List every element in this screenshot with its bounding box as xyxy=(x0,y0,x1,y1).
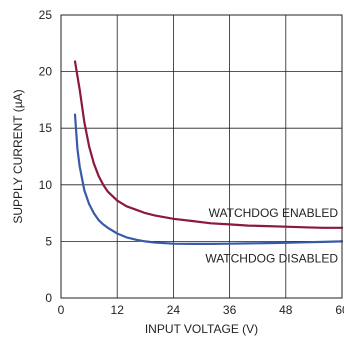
series-line-watchdog-disabled xyxy=(73,113,344,245)
y-tick-label-2: 10 xyxy=(39,178,53,192)
x-tick-label-4: 48 xyxy=(279,303,293,317)
series-line-watchdog-enabled xyxy=(73,60,344,229)
x-tick-labels: 0 12 24 36 48 60 xyxy=(58,303,344,317)
x-tick-label-1: 12 xyxy=(111,303,125,317)
x-axis-label: INPUT VOLTAGE (V) xyxy=(145,322,258,336)
x-tick-label-5: 60 xyxy=(335,303,344,317)
annotation-watchdog-enabled: WATCHDOG ENABLED xyxy=(209,206,339,220)
x-tick-label-2: 24 xyxy=(167,303,181,317)
series-group xyxy=(73,60,344,245)
x-tick-label-3: 36 xyxy=(223,303,237,317)
y-tick-label-0: 0 xyxy=(45,291,52,305)
y-tick-label-1: 5 xyxy=(45,234,52,248)
y-tick-label-5: 25 xyxy=(39,8,53,22)
x-tick-label-0: 0 xyxy=(58,303,65,317)
y-tick-label-4: 20 xyxy=(39,65,53,79)
plot-frame xyxy=(60,14,343,299)
y-tick-label-3: 15 xyxy=(39,121,53,135)
annotation-watchdog-disabled: WATCHDOG DISABLED xyxy=(205,251,338,265)
y-tick-labels: 0 5 10 15 20 25 xyxy=(39,8,53,305)
y-axis-label: SUPPLY CURRENT (µA) xyxy=(11,89,25,223)
